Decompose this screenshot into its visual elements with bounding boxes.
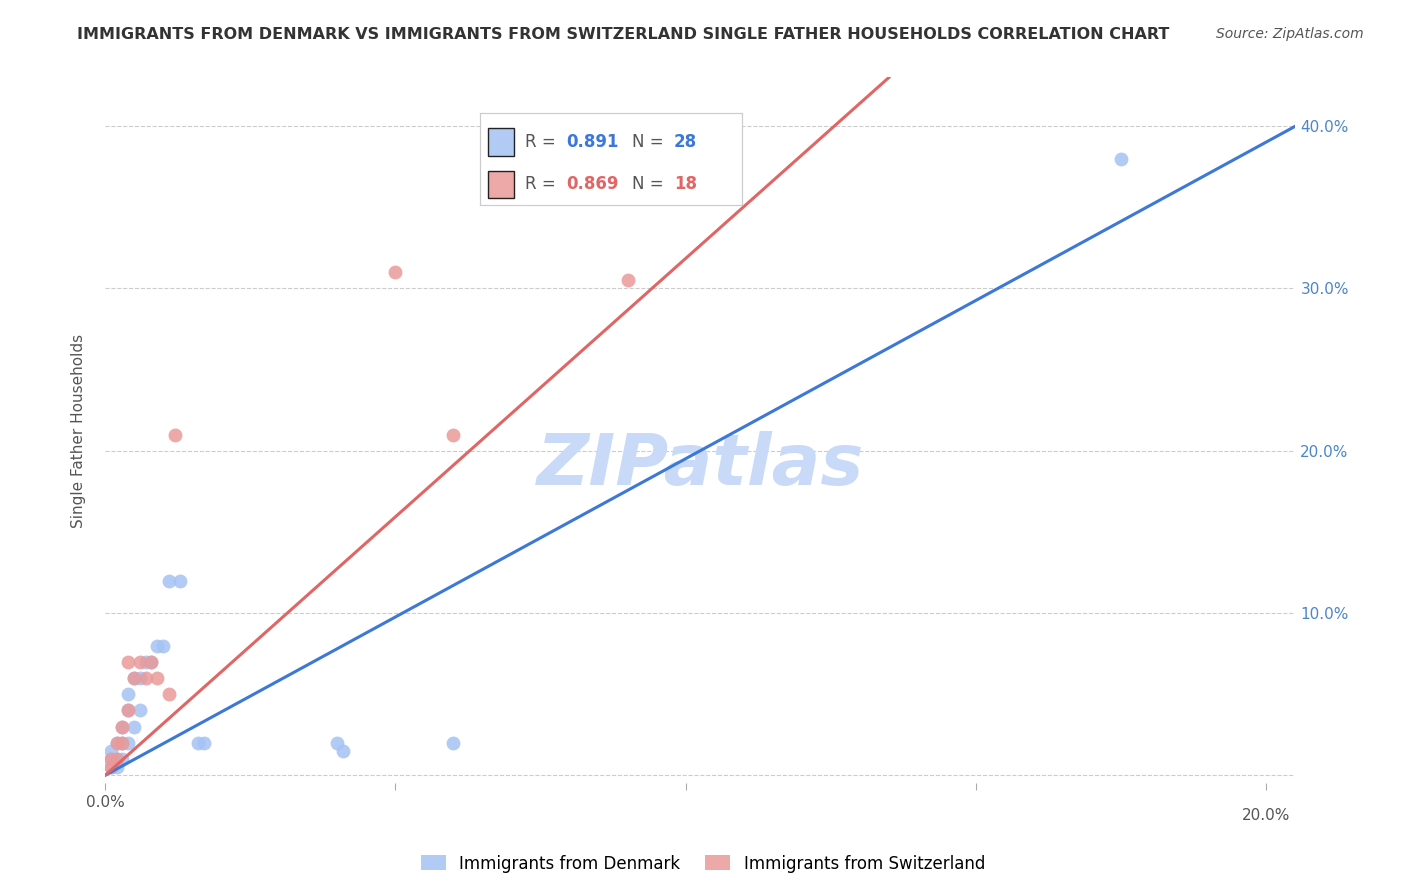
- Point: [117, 655, 139, 669]
- Point: [122, 671, 145, 685]
- Point: [105, 752, 128, 766]
- Legend: Immigrants from Denmark, Immigrants from Switzerland: Immigrants from Denmark, Immigrants from…: [415, 848, 991, 880]
- Point: [100, 752, 122, 766]
- Text: Source: ZipAtlas.com: Source: ZipAtlas.com: [1216, 27, 1364, 41]
- Point: [117, 687, 139, 701]
- Text: ZIPatlas: ZIPatlas: [537, 431, 863, 500]
- Point: [105, 736, 128, 750]
- Point: [122, 720, 145, 734]
- Point: [135, 671, 157, 685]
- Point: [111, 736, 134, 750]
- Point: [128, 655, 150, 669]
- Point: [100, 752, 122, 766]
- Point: [332, 744, 354, 758]
- Point: [128, 671, 150, 685]
- Point: [152, 639, 174, 653]
- Point: [122, 671, 145, 685]
- Point: [117, 736, 139, 750]
- Point: [157, 687, 180, 701]
- Y-axis label: Single Father Households: Single Father Households: [72, 334, 86, 527]
- Point: [146, 671, 169, 685]
- Point: [135, 655, 157, 669]
- Point: [146, 639, 169, 653]
- Text: IMMIGRANTS FROM DENMARK VS IMMIGRANTS FROM SWITZERLAND SINGLE FATHER HOUSEHOLDS : IMMIGRANTS FROM DENMARK VS IMMIGRANTS FR…: [77, 27, 1170, 42]
- Point: [111, 752, 134, 766]
- Point: [105, 760, 128, 774]
- Point: [384, 265, 406, 279]
- Point: [169, 574, 191, 588]
- Point: [616, 273, 638, 287]
- Point: [441, 427, 464, 442]
- Point: [100, 744, 122, 758]
- Point: [111, 736, 134, 750]
- Point: [105, 752, 128, 766]
- Point: [326, 736, 349, 750]
- Point: [100, 760, 122, 774]
- Point: [193, 736, 215, 750]
- Point: [105, 736, 128, 750]
- Point: [141, 655, 163, 669]
- Point: [111, 720, 134, 734]
- Point: [187, 736, 209, 750]
- Point: [117, 703, 139, 717]
- Point: [163, 427, 186, 442]
- Point: [128, 703, 150, 717]
- Text: 20.0%: 20.0%: [1243, 808, 1291, 823]
- Point: [111, 720, 134, 734]
- Point: [141, 655, 163, 669]
- Point: [1109, 152, 1132, 166]
- Point: [157, 574, 180, 588]
- Point: [441, 736, 464, 750]
- Point: [117, 703, 139, 717]
- Point: [100, 760, 122, 774]
